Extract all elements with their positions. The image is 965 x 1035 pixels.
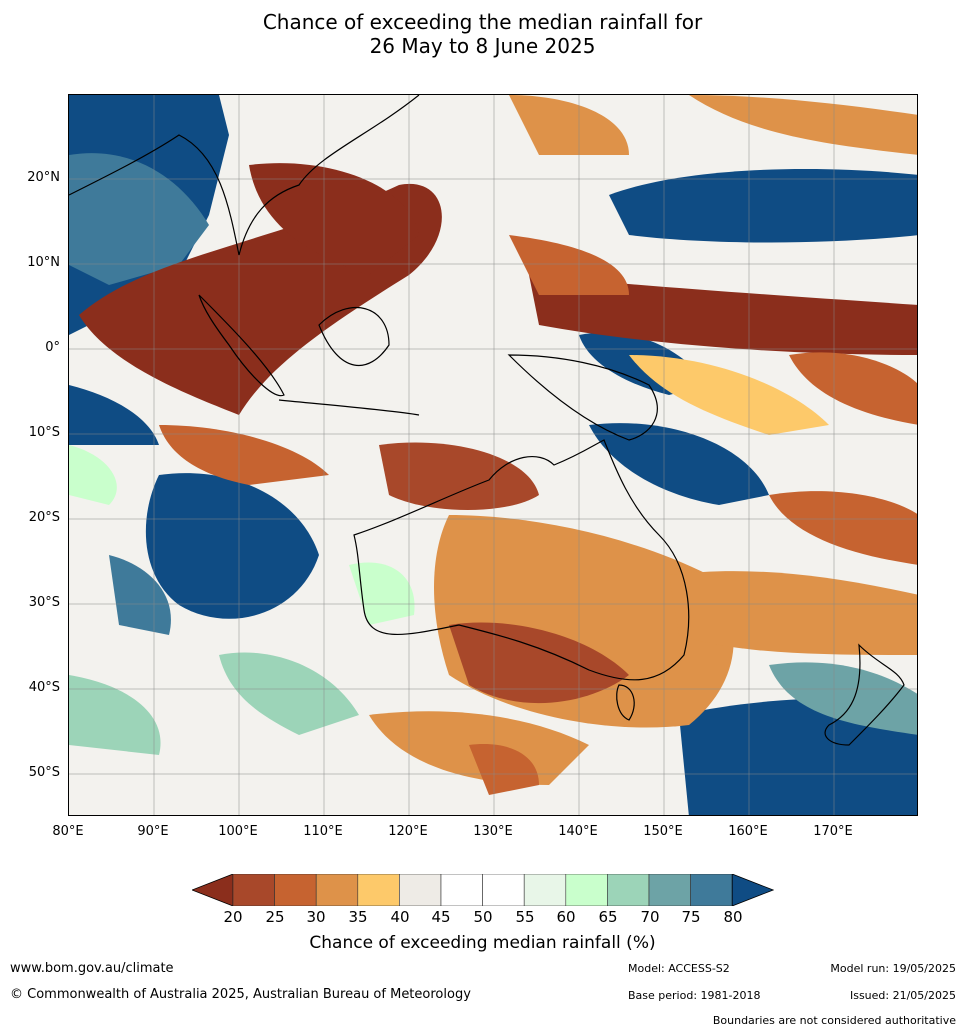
colorbar-label: 55	[515, 908, 535, 926]
lon-tick: 140°E	[558, 824, 598, 839]
rainfall-map[interactable]	[68, 94, 918, 816]
sumatra-coastline	[198, 294, 285, 397]
colorbar-cell	[607, 874, 650, 906]
colorbar-cell	[565, 874, 608, 906]
lon-tick: 80°E	[52, 824, 84, 839]
lon-tick: 90°E	[137, 824, 169, 839]
colorbar-cell	[274, 874, 317, 906]
model-text: Model: ACCESS-S2	[628, 962, 730, 975]
lon-tick: 100°E	[218, 824, 258, 839]
lat-tick: 10°N	[27, 255, 60, 270]
issued-text: Issued: 21/05/2025	[849, 989, 956, 1002]
colorbar-cell	[399, 874, 442, 906]
lat-tick: 50°S	[28, 765, 60, 780]
colorbar-label: 75	[681, 908, 701, 926]
lon-tick: 120°E	[388, 824, 428, 839]
colorbar-label: 35	[348, 908, 368, 926]
colorbar-label: 40	[390, 908, 410, 926]
disclaimer-text: Boundaries are not considered authoritat…	[712, 1014, 956, 1027]
lat-tick: 20°N	[27, 170, 60, 185]
colorbar-label: 80	[723, 908, 743, 926]
website-link[interactable]: www.bom.gov.au/climate	[10, 961, 174, 976]
colorbar-cell	[482, 874, 525, 906]
new-guinea-coastline	[507, 354, 658, 441]
map-title: Chance of exceeding the median rainfall …	[0, 10, 965, 58]
colorbar-label: 20	[223, 908, 243, 926]
colorbar-cell	[523, 874, 567, 906]
lat-tick: 30°S	[28, 595, 60, 610]
base-period-text: Base period: 1981-2018	[628, 989, 761, 1002]
colorbar-cell	[357, 874, 400, 906]
colorbar-cell	[690, 874, 733, 906]
colorbar-label: 50	[473, 908, 493, 926]
lon-tick: 160°E	[728, 824, 768, 839]
lon-tick: 130°E	[473, 824, 513, 839]
colorbar-label: 45	[431, 908, 451, 926]
asia-coastline	[69, 95, 420, 256]
title-line-1: Chance of exceeding the median rainfall …	[262, 10, 703, 34]
colorbar-extend-low	[192, 874, 234, 906]
lat-tick: 10°S	[28, 425, 60, 440]
colorbar-label: 25	[265, 908, 285, 926]
colorbar-extend-high	[731, 874, 774, 906]
lon-tick: 150°E	[643, 824, 683, 839]
colorbar-label: 30	[306, 908, 326, 926]
colorbar	[192, 874, 774, 906]
java-coastline	[278, 399, 420, 416]
colorbar-cell	[315, 874, 359, 906]
borneo-coastline	[318, 307, 390, 367]
colorbar-title: Chance of exceeding median rainfall (%)	[309, 933, 656, 953]
colorbar-label: 70	[640, 908, 660, 926]
lat-tick: 20°S	[28, 510, 60, 525]
new-zealand-coastline	[824, 643, 905, 746]
colorbar-cell	[440, 874, 483, 906]
tasmania-coastline	[616, 684, 635, 721]
lon-tick: 110°E	[303, 824, 343, 839]
lon-tick: 170°E	[813, 824, 853, 839]
colorbar-label: 60	[556, 908, 576, 926]
model-run-text: Model run: 19/05/2025	[830, 962, 956, 975]
title-line-2: 26 May to 8 June 2025	[369, 34, 596, 58]
colorbar-cell	[232, 874, 275, 906]
colorbar-label: 65	[598, 908, 618, 926]
lat-tick: 0°	[45, 340, 60, 355]
colorbar-cell	[648, 874, 691, 906]
australia-coastline	[353, 439, 690, 681]
copyright-text: © Commonwealth of Australia 2025, Austra…	[10, 987, 471, 1002]
map-canvas	[69, 95, 917, 815]
lat-tick: 40°S	[28, 680, 60, 695]
